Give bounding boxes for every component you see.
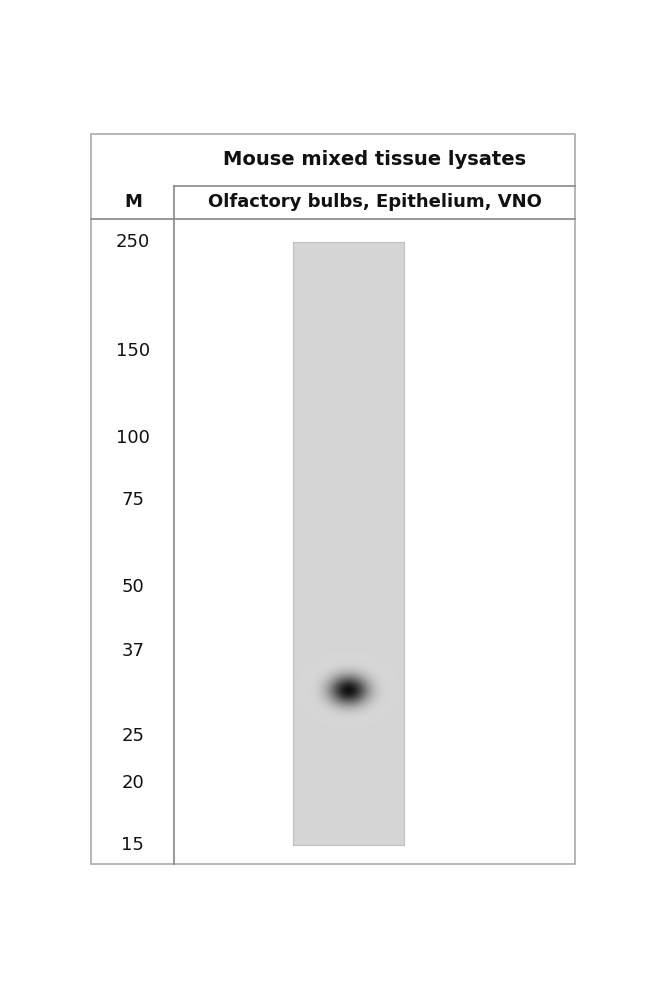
- Text: 15: 15: [122, 836, 144, 854]
- Text: 20: 20: [122, 775, 144, 792]
- Text: 37: 37: [122, 642, 144, 661]
- Text: 25: 25: [122, 726, 144, 745]
- Text: Mouse mixed tissue lysates: Mouse mixed tissue lysates: [223, 150, 526, 169]
- Text: 150: 150: [116, 342, 150, 361]
- Text: 250: 250: [116, 233, 150, 251]
- Text: 75: 75: [122, 491, 144, 509]
- Bar: [292, 242, 404, 845]
- Text: 50: 50: [122, 578, 144, 596]
- Text: M: M: [124, 194, 142, 211]
- Text: Olfactory bulbs, Epithelium, VNO: Olfactory bulbs, Epithelium, VNO: [208, 194, 541, 211]
- Text: 100: 100: [116, 429, 150, 448]
